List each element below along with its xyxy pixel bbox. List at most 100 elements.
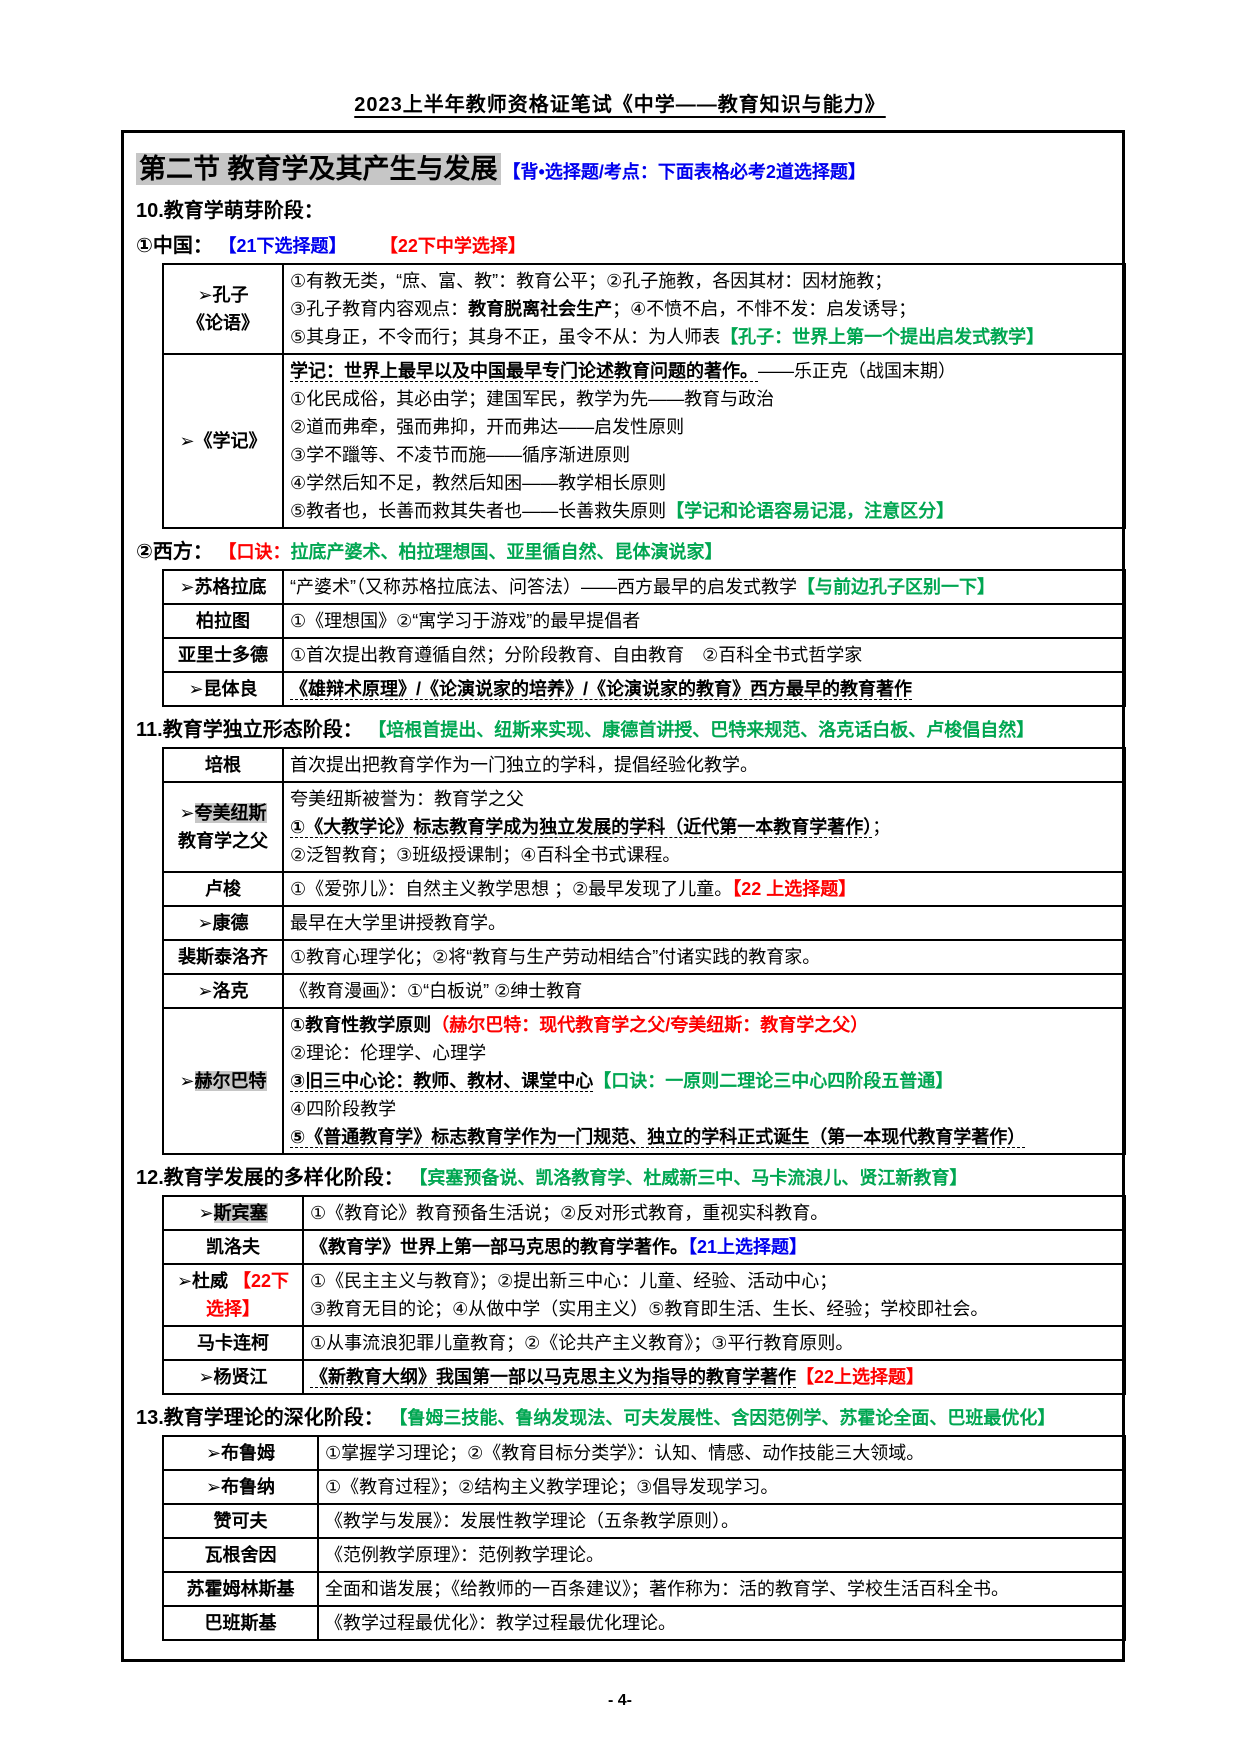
- text-segment: ⑤《普通教育学》标志教育学作为一门规范、独立的学科正式诞生（第一本现代教育学著作…: [290, 1127, 1026, 1147]
- content-line: 夸美纽斯被誉为：教育学之父: [290, 785, 1118, 813]
- table-row: ➢杨贤江 《新教育大纲》我国第一部以马克思主义为指导的教育学著作【22上选择题】: [162, 1359, 1126, 1395]
- person-name-cell: 马卡连柯: [162, 1325, 304, 1361]
- text-segment: ⑤其身正，不令而行；其身不正，虽令不从：为人师表: [290, 327, 721, 347]
- person-name-cell: 苏霍姆林斯基: [162, 1571, 319, 1607]
- table-row: ➢布鲁姆 ①掌握学习理论；②《教育目标分类学》：认知、情感、动作技能三大领域。: [162, 1435, 1126, 1471]
- content-line: ①从事流浪犯罪儿童教育；②《论共产主义教育》；③平行教育原则。: [310, 1329, 1118, 1357]
- content-line: ②道而弗牵，强而弗抑，开而弗达——启发性原则: [290, 413, 1118, 441]
- text-segment: ②泛智教育；③班级授课制；④百科全书式课程。: [290, 845, 681, 865]
- person-name-cell: 卢梭: [162, 871, 284, 907]
- head-line: ➢杨贤江: [170, 1363, 296, 1391]
- text-segment: ①《大教学论》标志教育学成为独立发展的学科（近代第一本教育学著作）: [290, 817, 873, 837]
- head-line: 凯洛夫: [170, 1233, 296, 1261]
- text-segment: ➢布鲁纳: [205, 1477, 276, 1497]
- table-row: 凯洛夫 《教育学》世界上第一部马克思的教育学著作。【21上选择题】: [162, 1229, 1126, 1265]
- content-line: ①《爱弥儿》：自然主义教学思想 ；②最早发现了儿童。【22 上选择题】: [290, 875, 1118, 903]
- text-segment: ①《爱弥儿》：自然主义教学思想 ；②最早发现了儿童。: [290, 879, 733, 899]
- text-segment: ①首次提出教育遵循自然；分阶段教育、自由教育 ②百科全书式哲学家: [290, 645, 863, 665]
- content-line: 全面和谐发展；《给教师的一百条建议》；著作称为：活的教育学、学校生活百科全书。: [325, 1575, 1118, 1603]
- content-line: ①《教育论》教育预备生活说；②反对形式教育，重视实科教育。: [310, 1199, 1118, 1227]
- description-cell: 《教学过程最优化》：教学过程最优化理论。: [317, 1605, 1126, 1641]
- table-row: ➢杜威 【22下 选择】 ①《民主主义与教育》；②提出新三中心：儿童、经验、活动中心…: [162, 1263, 1126, 1327]
- text-segment: 学记：世界上最早以及中国最早专门论述教育问题的著作。: [290, 361, 758, 381]
- independent-stage-table: 培根 首次提出把教育学作为一门独立的学科，提倡经验化教学。 ➢夸美纽斯 教育学之父 夸美…: [162, 747, 1126, 1155]
- content-line: ③旧三中心论：教师、教材、课堂中心【口诀：一原则二理论三中心四阶段五普通】: [290, 1067, 1118, 1095]
- west-sprout-table: ➢苏格拉底 “产婆术”（又称苏格拉底法、问答法）——西方最早的启发式教学【与前边孔…: [162, 569, 1126, 707]
- person-name-cell: ➢杨贤江: [162, 1359, 304, 1395]
- head-line: 马卡连柯: [170, 1329, 296, 1357]
- text-segment: 瓦根舍因: [204, 1545, 277, 1565]
- table-row: ➢《学记》 学记：世界上最早以及中国最早专门论述教育问题的著作。——乐正克（战国末…: [162, 353, 1126, 529]
- text-segment: ①化民成俗，其必由学；建国军民，教学为先——教育与政治: [290, 389, 775, 409]
- china-sprout-table: ➢孔子 《论语》 ①有教无类，“庶、富、教”：教育公平；②孔子施教，各因其材：因材施…: [162, 263, 1126, 529]
- content-line: 《教学与发展》：发展性教学理论（五条教学原则）。: [325, 1507, 1118, 1535]
- text-segment: “产婆术”（又称苏格拉底法、问答法）——西方最早的启发式教学: [290, 577, 797, 597]
- mnemonic-text: 【宾塞预备说、凯洛教育学、杜威新三中、马卡流浪儿、贤江新教育】: [409, 1168, 968, 1188]
- person-name-cell: 瓦根舍因: [162, 1537, 319, 1573]
- table-row: ➢康德 最早在大学里讲授教育学。: [162, 905, 1126, 941]
- head-line: 亚里士多德: [170, 641, 276, 669]
- description-cell: 《新教育大纲》我国第一部以马克思主义为指导的教育学著作【22上选择题】: [302, 1359, 1126, 1395]
- text-segment: ②西方：: [136, 541, 219, 563]
- stage12-heading: 12.教育学发展的多样化阶段： 【宾塞预备说、凯洛教育学、杜威新三中、马卡流浪儿…: [136, 1161, 1110, 1190]
- text-segment: 《教育漫画》：①“白板说” ②绅士教育: [290, 981, 583, 1001]
- text-segment: ➢洛克: [197, 981, 249, 1001]
- description-cell: 《教学与发展》：发展性教学理论（五条教学原则）。: [317, 1503, 1126, 1539]
- exam-tag-blue: 【21下选择题】: [218, 236, 347, 256]
- table-row: 马卡连柯 ①从事流浪犯罪儿童教育；②《论共产主义教育》；③平行教育原则。: [162, 1325, 1126, 1361]
- text-segment: 《论语》: [187, 313, 259, 333]
- person-name-cell: 裴斯泰洛齐: [162, 939, 284, 975]
- data-table: ➢苏格拉底 “产婆术”（又称苏格拉底法、问答法）——西方最早的启发式教学【与前边孔…: [162, 569, 1126, 707]
- description-cell: ①从事流浪犯罪儿童教育；②《论共产主义教育》；③平行教育原则。: [302, 1325, 1126, 1361]
- data-table: ➢布鲁姆 ①掌握学习理论；②《教育目标分类学》：认知、情感、动作技能三大领域。 ➢布…: [162, 1435, 1126, 1641]
- content-line: ⑤教者也，长善而救其失者也——长善救失原则【学记和论语容易记混，注意区分】: [290, 497, 1118, 525]
- person-name-cell: 柏拉图: [162, 603, 284, 639]
- person-name-cell: ➢杜威 【22下 选择】: [162, 1263, 304, 1327]
- description-cell: ①《民主主义与教育》；②提出新三中心：儿童、经验、活动中心； ③教育无目的论；④从…: [302, 1263, 1126, 1327]
- description-cell: ①《爱弥儿》：自然主义教学思想 ；②最早发现了儿童。【22 上选择题】: [282, 871, 1126, 907]
- text-segment: ➢昆体良: [188, 679, 258, 699]
- text-segment: 亚里士多德: [178, 645, 268, 665]
- text-segment: [347, 235, 380, 257]
- content-line: ②泛智教育；③班级授课制；④百科全书式课程。: [290, 841, 1118, 869]
- deepening-stage-table: ➢布鲁姆 ①掌握学习理论；②《教育目标分类学》：认知、情感、动作技能三大领域。 ➢布…: [162, 1435, 1126, 1641]
- text-segment: 培根: [205, 755, 241, 775]
- description-cell: ①《理想国》②“寓学习于游戏”的最早提倡者: [282, 603, 1126, 639]
- content-line: ④学然后知不足，教然后知困——教学相长原则: [290, 469, 1118, 497]
- text-segment: 裴斯泰洛齐: [178, 947, 268, 967]
- head-line: ➢赫尔巴特: [170, 1067, 276, 1095]
- text-segment: 柏拉图: [196, 611, 250, 631]
- head-line: 教育学之父: [170, 827, 276, 855]
- description-cell: 学记：世界上最早以及中国最早专门论述教育问题的著作。——乐正克（战国末期） ①化民…: [282, 353, 1126, 529]
- description-cell: 全面和谐发展；《给教师的一百条建议》；著作称为：活的教育学、学校生活百科全书。: [317, 1571, 1126, 1607]
- person-name-cell: ➢昆体良: [162, 671, 284, 707]
- exam-tag-red: 【22下中学选择】: [379, 236, 526, 256]
- text-segment: ➢苏格拉底: [179, 577, 267, 597]
- text-segment: 教育脱离社会生产: [468, 299, 613, 319]
- stage10-heading: 10.教育学萌芽阶段：: [136, 200, 324, 222]
- table-row: 赞可夫 《教学与发展》：发展性教学理论（五条教学原则）。: [162, 1503, 1126, 1539]
- person-name-cell: 亚里士多德: [162, 637, 284, 673]
- content-line: ③学不躐等、不凌节而施——循序渐进原则: [290, 441, 1118, 469]
- text-segment: 《教学与发展》：发展性教学理论（五条教学原则）。: [325, 1511, 739, 1531]
- text-segment: ➢《学记》: [179, 431, 267, 451]
- data-table: ➢孔子 《论语》 ①有教无类，“庶、富、教”：教育公平；②孔子施教，各因其材：因材施…: [162, 263, 1126, 529]
- content-line: ①教育心理学化；②将“教育与生产劳动相结合”付诸实践的教育家。: [290, 943, 1118, 971]
- description-cell: 《教育学》世界上第一部马克思的教育学著作。【21上选择题】: [302, 1229, 1126, 1265]
- stage11-heading: 11.教育学独立形态阶段： 【培根首提出、纽斯来实现、康德首讲授、巴特来规范、洛…: [136, 713, 1110, 742]
- text-segment: 《教育学》世界上第一部马克思的教育学著作。: [310, 1237, 688, 1257]
- description-cell: 《范例教学原理》：范例教学理论。: [317, 1537, 1126, 1573]
- mnemonic-bracket: 【口诀：: [218, 542, 291, 562]
- person-name-cell: ➢夸美纽斯 教育学之父: [162, 781, 284, 873]
- mnemonic-text: 【培根首提出、纽斯来实现、康德首讲授、巴特来规范、洛克话白板、卢梭倡自然】: [368, 720, 1035, 740]
- head-line: ➢杜威 【22下: [170, 1267, 296, 1295]
- section-heading-row: 第二节 教育学及其产生与发展 【背•选择题/考点：下面表格必考2道选择题】: [136, 147, 1110, 186]
- note-red: （赫尔巴特：现代教育学之父/夸美纽斯：教育学之父）: [431, 1015, 869, 1035]
- head-line: 《论语》: [170, 309, 276, 337]
- table-row: 培根 首次提出把教育学作为一门独立的学科，提倡经验化教学。: [162, 747, 1126, 783]
- head-line: ➢布鲁姆: [170, 1439, 311, 1467]
- head-line: ➢夸美纽斯: [170, 799, 276, 827]
- text-segment: ①掌握学习理论；②《教育目标分类学》：认知、情感、动作技能三大领域。: [325, 1443, 925, 1463]
- content-line: 《范例教学原理》：范例教学理论。: [325, 1541, 1118, 1569]
- text-segment: 凯洛夫: [206, 1237, 260, 1257]
